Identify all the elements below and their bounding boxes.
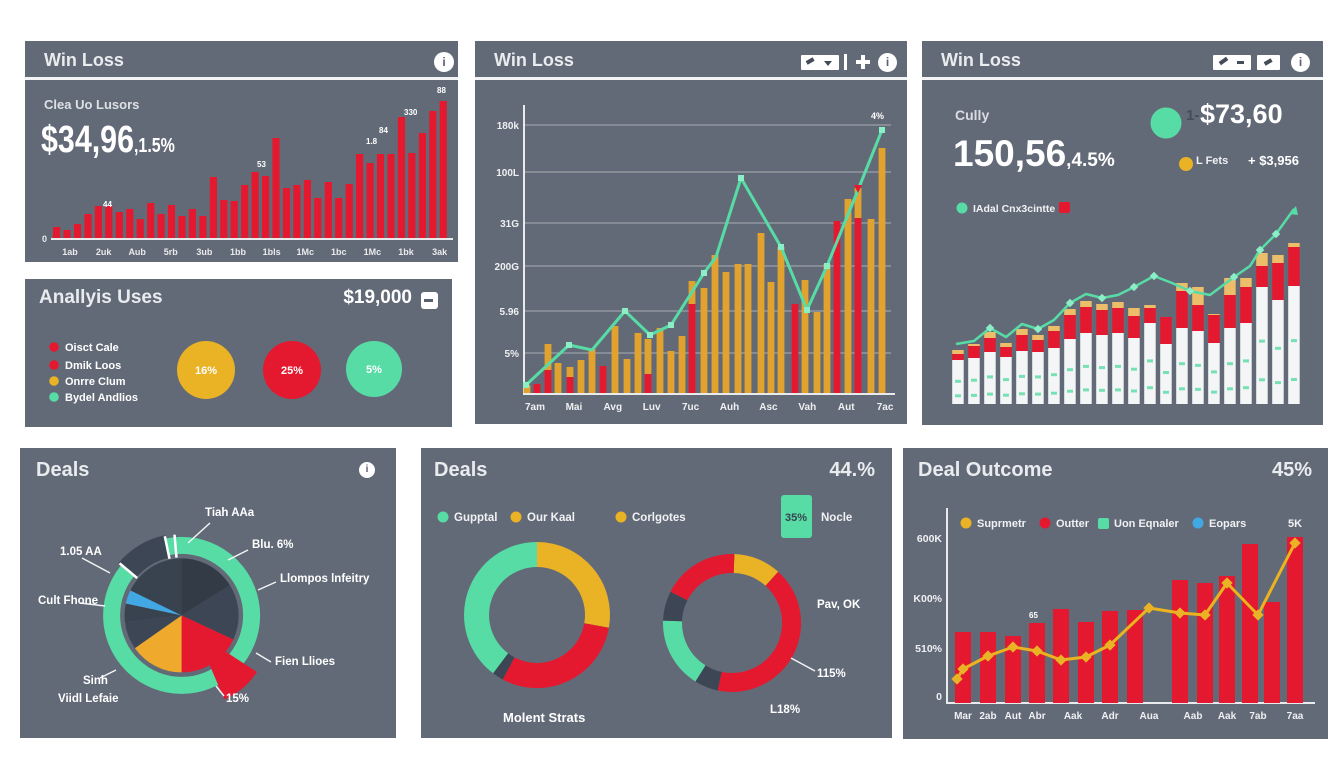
svg-text:Our Kaal: Our Kaal (527, 512, 575, 524)
svg-text:Aak: Aak (1064, 711, 1083, 722)
svg-text:510%: 510% (915, 643, 943, 655)
svg-text:7uc: 7uc (682, 402, 700, 413)
svg-text:Blu. 6%: Blu. 6% (252, 539, 294, 551)
svg-text:K00%: K00% (913, 593, 942, 605)
svg-text:7ab: 7ab (1249, 711, 1266, 722)
svg-text:0: 0 (936, 691, 942, 703)
svg-text:25%: 25% (281, 365, 303, 377)
svg-text:Aub: Aub (128, 247, 146, 257)
svg-text:Suprmetr: Suprmetr (977, 518, 1027, 530)
svg-text:1Mc: 1Mc (364, 247, 382, 257)
svg-text:200G: 200G (495, 262, 520, 273)
svg-text:88: 88 (437, 86, 446, 95)
svg-text:100L: 100L (496, 168, 519, 179)
svg-text:Fien Llioes: Fien Llioes (275, 656, 335, 668)
svg-text:3ub: 3ub (196, 247, 213, 257)
svg-text:1bb: 1bb (230, 247, 247, 257)
svg-text:1bc: 1bc (331, 247, 347, 257)
svg-text:Vah: Vah (798, 402, 816, 413)
svg-text:7aa: 7aa (1287, 711, 1304, 722)
svg-text:5.96: 5.96 (500, 307, 520, 318)
svg-text:Uon Eqnaler: Uon Eqnaler (1114, 518, 1180, 530)
svg-text:65: 65 (1029, 611, 1038, 620)
svg-text:7am: 7am (525, 402, 545, 413)
svg-text:Oisct Cale: Oisct Cale (65, 342, 119, 354)
svg-text:330: 330 (404, 108, 418, 117)
svg-text:IAdal Cnx3cintte: IAdal Cnx3cintte (973, 203, 1055, 215)
svg-text:5rb: 5rb (164, 247, 179, 257)
svg-text:Llompos lnfeitry: Llompos lnfeitry (280, 573, 370, 585)
svg-text:Aut: Aut (1005, 711, 1022, 722)
svg-text:5K: 5K (1288, 518, 1302, 530)
svg-text:Onrre Clum: Onrre Clum (65, 376, 126, 388)
svg-text:Aab: Aab (1184, 711, 1203, 722)
svg-text:Adr: Adr (1101, 711, 1118, 722)
svg-text:3ak: 3ak (432, 247, 448, 257)
svg-text:L18%: L18% (770, 704, 800, 716)
svg-text:1.05 AA: 1.05 AA (60, 546, 102, 558)
svg-text:5%: 5% (505, 349, 520, 360)
svg-text:1bk: 1bk (398, 247, 415, 257)
svg-text:35%: 35% (785, 512, 807, 524)
svg-text:Dmik Loos: Dmik Loos (65, 360, 121, 372)
svg-text:Mar: Mar (954, 711, 972, 722)
svg-text:5%: 5% (366, 364, 382, 376)
svg-text:1.8: 1.8 (366, 137, 378, 146)
svg-text:44: 44 (103, 200, 112, 209)
svg-text:Outter: Outter (1056, 518, 1090, 530)
svg-text:Aut: Aut (838, 402, 855, 413)
svg-text:Avg: Avg (604, 402, 623, 413)
svg-text:2ab: 2ab (979, 711, 996, 722)
svg-text:Corlgotes: Corlgotes (632, 512, 686, 524)
svg-text:Mai: Mai (566, 402, 583, 413)
svg-text:Eopars: Eopars (1209, 518, 1246, 530)
svg-text:16%: 16% (195, 365, 217, 377)
svg-text:Auh: Auh (720, 402, 739, 413)
svg-text:Pav, OK: Pav, OK (817, 599, 861, 611)
svg-text:Molent Strats: Molent Strats (503, 710, 585, 725)
svg-text:600K: 600K (917, 533, 943, 545)
svg-text:53: 53 (257, 160, 266, 169)
svg-text:31G: 31G (500, 219, 519, 230)
svg-text:Aak: Aak (1218, 711, 1237, 722)
svg-text:0: 0 (42, 234, 47, 244)
svg-text:Tiah AAa: Tiah AAa (205, 507, 255, 519)
svg-text:Nocle: Nocle (821, 512, 852, 524)
svg-text:7ac: 7ac (877, 402, 894, 413)
svg-text:15%: 15% (226, 693, 249, 705)
svg-text:Luv: Luv (643, 402, 661, 413)
svg-text:Sinh: Sinh (83, 675, 108, 687)
svg-text:115%: 115% (817, 668, 846, 680)
svg-text:Cult Fhone: Cult Fhone (38, 595, 98, 607)
svg-text:Viidl Lefaie: Viidl Lefaie (58, 693, 119, 705)
svg-text:Aua: Aua (1140, 711, 1159, 722)
svg-text:1ab: 1ab (62, 247, 78, 257)
svg-text:Bydel Andlios: Bydel Andlios (65, 392, 138, 404)
svg-text:180k: 180k (497, 121, 520, 132)
svg-text:4%: 4% (871, 111, 884, 121)
svg-text:Abr: Abr (1028, 711, 1045, 722)
svg-text:Asc: Asc (759, 402, 778, 413)
svg-text:2uk: 2uk (96, 247, 113, 257)
svg-text:84: 84 (379, 126, 388, 135)
svg-text:1bls: 1bls (263, 247, 281, 257)
svg-text:Gupptal: Gupptal (454, 512, 497, 524)
svg-text:1Mc: 1Mc (296, 247, 314, 257)
